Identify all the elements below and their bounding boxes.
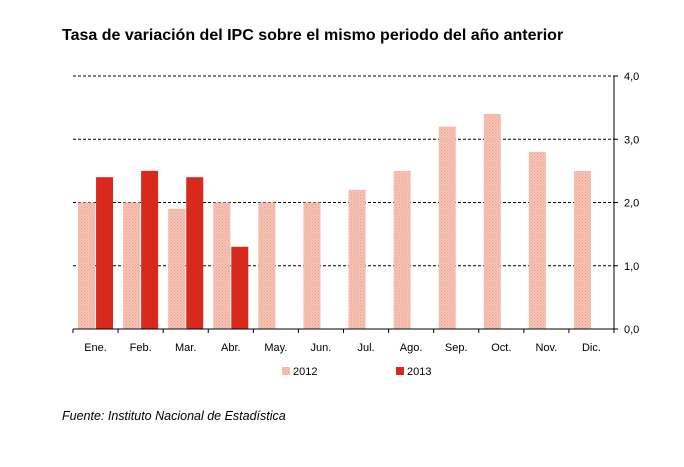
source-note: Fuente: Instituto Nacional de Estadístic… [62, 409, 286, 423]
bar-2012-jul [348, 189, 366, 329]
y-tick-label: 0,0 [624, 324, 639, 336]
legend-label-2012: 2012 [293, 366, 317, 378]
legend-swatch-2012 [282, 367, 290, 375]
bars [78, 113, 591, 329]
bar-2013-abr [231, 246, 249, 329]
bar-2012-sep [438, 126, 456, 329]
chart-title: Tasa de variación del IPC sobre el mismo… [62, 27, 564, 44]
x-tick-label: Nov. [535, 342, 557, 354]
y-tick-label: 4,0 [624, 71, 639, 83]
y-tick-label: 2,0 [624, 198, 639, 210]
legend-label-2013: 2013 [407, 366, 431, 378]
x-tick-label: Dic. [582, 342, 601, 354]
y-tick-label: 1,0 [624, 261, 639, 273]
x-tick-labels: Ene. Feb. Mar. Abr. May. Jun. Jul. Ago. Sep. Oct.… [84, 342, 601, 354]
gridlines [73, 75, 614, 267]
x-tick-label: Abr. [221, 342, 241, 354]
bar-2012-ene [78, 202, 96, 329]
x-tick-label: Sep. [445, 342, 468, 354]
x-tick-label: Jun. [311, 342, 332, 354]
bar-2012-jun [303, 202, 321, 329]
x-tick-label: Ene. [84, 342, 107, 354]
bar-2012-feb [123, 202, 141, 329]
bar-2012-oct [483, 113, 501, 329]
bar-2012-dic [573, 170, 591, 329]
bar-2013-mar [186, 177, 204, 329]
x-tick-label: May. [264, 342, 287, 354]
x-tick-label: Feb. [130, 342, 152, 354]
legend-swatch-2013 [396, 367, 404, 375]
bar-2013-ene [96, 177, 114, 329]
y-tick-label: 3,0 [624, 134, 639, 146]
x-tick-label: Ago. [400, 342, 423, 354]
bar-2012-mar [168, 208, 186, 329]
legend: 2012 2013 [282, 366, 431, 378]
bar-2012-abr [213, 202, 231, 329]
bar-2012-ago [393, 170, 411, 329]
bar-2012-may [258, 202, 276, 329]
x-tick-label: Oct. [491, 342, 511, 354]
x-tick-label: Mar. [175, 342, 196, 354]
axes [72, 75, 618, 333]
x-tick-label: Jul. [357, 342, 374, 354]
bar-2012-nov [528, 151, 546, 329]
y-tick-labels: 0,0 1,0 2,0 3,0 4,0 [624, 71, 639, 336]
bar-2013-feb [141, 170, 159, 329]
